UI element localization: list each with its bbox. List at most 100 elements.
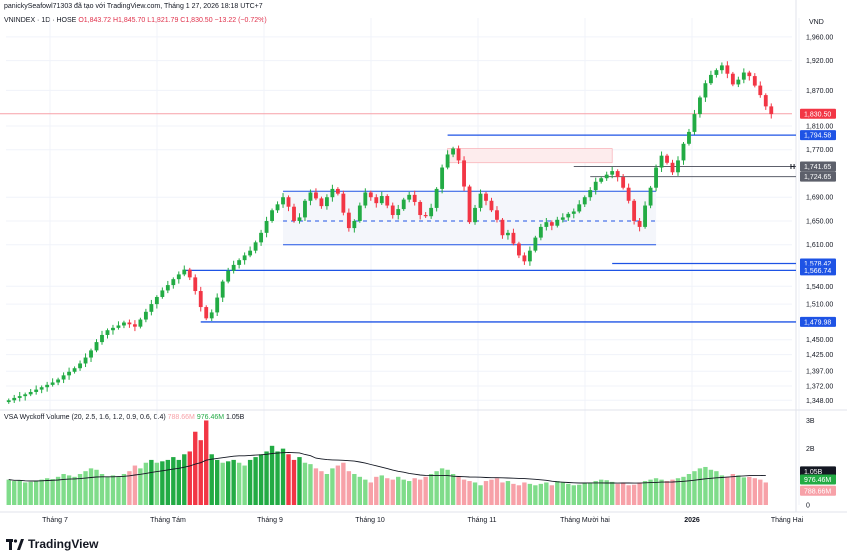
candle-body <box>582 197 587 205</box>
candle-body <box>28 391 33 395</box>
candle-body <box>703 83 708 98</box>
price-tag[interactable] <box>800 171 836 182</box>
price-tag[interactable] <box>800 316 836 327</box>
volume-tag[interactable] <box>800 474 836 485</box>
price-tick-label: 1,690.00 <box>806 195 833 202</box>
volume-bar <box>390 479 395 505</box>
volume-bar <box>659 479 664 505</box>
price-tag[interactable] <box>800 161 836 172</box>
volume-bar <box>363 479 368 505</box>
candle-body <box>571 211 576 214</box>
volume-bar <box>725 476 730 505</box>
volume-bar <box>132 465 138 505</box>
candle-body <box>681 143 686 161</box>
candle-body <box>741 72 746 80</box>
volume-bar <box>83 471 88 505</box>
candle-body <box>423 215 428 217</box>
volume-bar <box>467 481 472 505</box>
volume-bar <box>127 471 132 505</box>
volume-tag[interactable] <box>800 485 836 496</box>
volume-bar <box>538 483 544 505</box>
volume-bar <box>450 474 456 505</box>
candle-body <box>730 73 735 85</box>
volume-bar <box>17 480 22 505</box>
candle-body <box>489 200 494 211</box>
candle-body <box>111 327 115 331</box>
volume-bar <box>50 479 55 505</box>
volume-bar <box>516 485 522 505</box>
volume-bar <box>193 431 198 505</box>
volume-bar <box>741 477 747 505</box>
candle-body <box>599 178 604 182</box>
volume-bar <box>242 465 247 505</box>
candle-body <box>418 201 423 216</box>
volume-bar <box>511 483 516 505</box>
volume-bar <box>269 445 275 505</box>
candle-body <box>752 76 757 86</box>
price-tag-label: 1,741.65 <box>804 164 831 171</box>
volume-bar <box>637 482 642 505</box>
volume-bar <box>116 476 121 505</box>
volume-bar <box>313 468 319 505</box>
candle-body <box>500 219 505 236</box>
price-tag[interactable] <box>800 265 836 276</box>
price-tag-label: 1,794.58 <box>804 133 831 140</box>
volume-tag[interactable] <box>800 466 836 477</box>
volume-bar <box>571 485 576 505</box>
time-tick-label: Tháng 11 <box>467 517 496 524</box>
indicator-value-2: 976.46M <box>196 414 225 421</box>
candle-body <box>516 243 521 256</box>
volume-bar <box>555 481 560 505</box>
volume-bar <box>335 465 341 505</box>
candle-body <box>237 260 242 265</box>
volume-bar <box>439 468 445 505</box>
price-tag-label: 1,566.74 <box>804 268 831 275</box>
volume-bar <box>368 482 373 505</box>
symbol-label[interactable]: VNINDEX · 1D · HOSE <box>4 17 77 24</box>
candle-body <box>160 290 165 297</box>
tradingview-logo[interactable]: TradingView <box>6 537 98 551</box>
volume-bar <box>330 468 335 505</box>
price-tag-label: 1,830.50 <box>804 111 831 118</box>
indicator-name[interactable]: VSA Wyckoff Volume (20, 2.5, 1.6, 1.2, 0… <box>4 414 166 421</box>
volume-bar <box>703 466 708 505</box>
volume-bar <box>319 471 324 505</box>
volume-bar <box>258 454 264 505</box>
volume-bar <box>472 482 478 505</box>
candle-body <box>412 194 417 202</box>
candle-body <box>560 217 565 220</box>
volume-tick-label: 2B <box>806 446 815 453</box>
candle-body <box>100 334 104 343</box>
volume-bar <box>396 476 401 505</box>
volume-bar <box>253 457 258 505</box>
volume-bar <box>6 479 11 505</box>
volume-bar <box>357 476 363 505</box>
price-volume-chart[interactable]: 1,960.00 1,920.00 1,870.00 1,810.00 1,770.00… <box>0 0 847 530</box>
volume-bar <box>675 478 681 505</box>
volume-bar <box>291 459 297 505</box>
volume-tick-label: 0 <box>806 503 810 510</box>
volume-bar <box>642 481 648 505</box>
volume-bar <box>28 481 33 505</box>
candle-body <box>758 85 763 96</box>
candle-body <box>259 232 264 243</box>
volume-bar <box>494 478 500 505</box>
volume-bar <box>225 461 231 505</box>
ohlc-values: O1,843.72 H1,845.70 L1,821.79 C1,830.50 … <box>78 17 267 24</box>
candle-body <box>67 371 72 376</box>
volume-bar <box>385 478 390 505</box>
candle-body <box>632 200 637 221</box>
volume-bar <box>758 479 763 505</box>
volume-bar <box>160 461 165 505</box>
candle-body <box>445 154 450 168</box>
candle-body <box>396 209 401 216</box>
candle-body <box>687 131 691 144</box>
candle-body <box>533 237 538 251</box>
price-tick-label: 1,650.00 <box>806 218 833 225</box>
price-tag[interactable] <box>800 108 836 119</box>
volume-bar <box>653 478 659 505</box>
volume-bar <box>763 482 768 505</box>
volume-bar <box>204 420 209 505</box>
price-tag[interactable] <box>800 130 836 141</box>
volume-bar <box>445 469 450 505</box>
